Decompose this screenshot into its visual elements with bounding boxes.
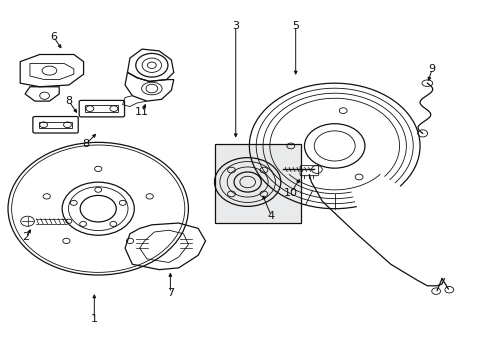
Text: 9: 9 — [428, 64, 435, 74]
Text: 8: 8 — [82, 139, 89, 149]
Text: 7: 7 — [166, 288, 174, 298]
Text: 6: 6 — [50, 32, 57, 41]
Text: 5: 5 — [292, 21, 299, 31]
Bar — [39, 122, 72, 128]
Text: 4: 4 — [267, 211, 274, 221]
Text: 3: 3 — [232, 21, 239, 31]
Text: 2: 2 — [22, 232, 30, 242]
Bar — [215, 144, 300, 223]
Text: 8: 8 — [65, 96, 72, 106]
Bar — [85, 105, 118, 112]
Text: 1: 1 — [91, 314, 98, 324]
Text: 10: 10 — [283, 188, 297, 198]
Text: 11: 11 — [135, 107, 149, 117]
